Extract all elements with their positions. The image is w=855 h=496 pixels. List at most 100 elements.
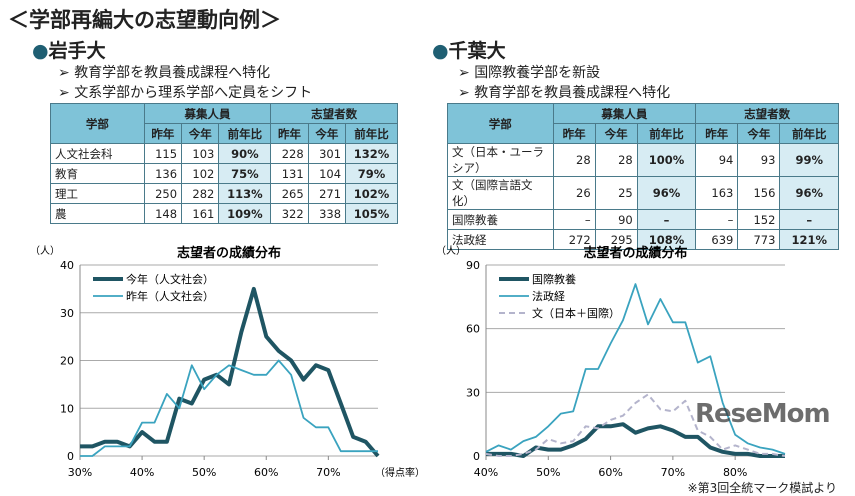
bullet-text: 国際教養学部を新設 xyxy=(474,65,601,81)
value-cell: – xyxy=(552,209,596,230)
ratio-cell: 108% xyxy=(636,229,697,250)
series-line-1 xyxy=(80,359,378,457)
value-cell: 639 xyxy=(695,229,739,250)
value-cell: 102 xyxy=(181,163,220,184)
chart-title: 志望者の成績分布 xyxy=(177,245,281,261)
ratio-cell: – xyxy=(779,209,839,230)
header-last-year: 昨年 xyxy=(143,123,183,144)
header-dept: 学部 xyxy=(447,103,554,144)
ratio-cell: 105% xyxy=(345,203,398,224)
header-dept: 学部 xyxy=(50,103,145,144)
table-row: 理工 250 282 113% 265 271 102% xyxy=(50,183,398,204)
resemom-logo: ReseMom xyxy=(695,399,831,429)
ratio-cell: 113% xyxy=(218,183,272,204)
legend-label-2: 文（日本＋国際） xyxy=(532,306,620,320)
header-ratio: 前年比 xyxy=(779,123,839,144)
x-tick-label: 50% xyxy=(192,466,216,479)
header-row: 学部 募集人員 志望者数 xyxy=(50,103,398,144)
ratio-cell: 100% xyxy=(636,143,697,177)
value-cell: 103 xyxy=(181,143,220,164)
header-row: 学部 募集人員 志望者数 xyxy=(447,103,839,144)
x-tick-label: 40% xyxy=(130,466,154,479)
value-cell: 338 xyxy=(307,203,347,224)
value-cell: 156 xyxy=(737,176,781,210)
value-cell: 161 xyxy=(181,203,220,224)
iwate-score-chart: 志望者の成績分布 （人） 0 10 20 30 40 30% 40% 50% 60% 70% （得点率）… xyxy=(30,245,425,479)
value-cell: 104 xyxy=(307,163,347,184)
chiba-score-chart: 志望者の成績分布 （人） 0 30 60 90 40% 50% 60% 70% 80% 国際教養法政経… xyxy=(436,245,786,479)
legend-label-0: 今年（人文社会） xyxy=(126,272,214,286)
dept-cell: 文（国際言語文化） xyxy=(447,176,554,210)
header-this-year: 今年 xyxy=(181,123,220,144)
x-axis-label: （得点率） xyxy=(375,466,425,479)
table-row: 人文社会科 115 103 90% 228 301 132% xyxy=(50,143,398,164)
footnote: ※第3回全統マーク模試より xyxy=(687,481,837,495)
x-tick-label: 80% xyxy=(723,466,747,479)
y-tick-label: 40 xyxy=(60,259,74,272)
header-ratio: 前年比 xyxy=(345,123,398,144)
y-axis-unit: （人） xyxy=(436,245,466,257)
ratio-cell: 96% xyxy=(636,176,697,210)
x-tick-label: 60% xyxy=(254,466,278,479)
header-last-year: 昨年 xyxy=(695,123,739,144)
header-ratio: 前年比 xyxy=(218,123,272,144)
header-last-year: 昨年 xyxy=(270,123,309,144)
value-cell: 28 xyxy=(552,143,596,177)
header-this-year: 今年 xyxy=(737,123,781,144)
ratio-cell: 109% xyxy=(218,203,272,224)
x-tick-label: 40% xyxy=(474,466,498,479)
value-cell: 163 xyxy=(695,176,739,210)
value-cell: 26 xyxy=(552,176,596,210)
ratio-cell: 90% xyxy=(218,143,272,164)
ratio-cell: 96% xyxy=(779,176,839,210)
y-tick-label: 0 xyxy=(67,450,74,463)
dept-cell: 人文社会科 xyxy=(50,143,145,164)
dept-cell: 文（日本・ユーラシア） xyxy=(447,143,554,177)
x-tick-label: 70% xyxy=(316,466,340,479)
header-group1: 募集人員 xyxy=(552,103,697,124)
value-cell: 93 xyxy=(737,143,781,177)
bullet-item: ➢ 教育学部を教員養成課程へ特化 xyxy=(458,85,671,101)
x-tick-label: 30% xyxy=(68,466,92,479)
ratio-cell: 99% xyxy=(779,143,839,177)
table-row: 文（日本・ユーラシア） 28 28 100% 94 93 99% xyxy=(447,143,839,177)
ratio-cell: 132% xyxy=(345,143,398,164)
value-cell: 295 xyxy=(594,229,638,250)
value-cell: 25 xyxy=(594,176,638,210)
university-heading-iwate: ●岩手大 xyxy=(32,36,106,63)
value-cell: 115 xyxy=(143,143,183,164)
series-line-0 xyxy=(80,286,380,458)
header-group1: 募集人員 xyxy=(143,103,272,124)
bullet-text: 教育学部を教員養成課程へ特化 xyxy=(474,85,671,101)
y-tick-label: 0 xyxy=(473,450,480,463)
legend-label-1: 昨年（人文社会） xyxy=(126,289,214,303)
header-group2: 志望者数 xyxy=(695,103,839,124)
value-cell: 773 xyxy=(737,229,781,250)
y-axis-unit: （人） xyxy=(30,245,60,257)
dept-cell: 農 xyxy=(50,203,145,224)
value-cell: 265 xyxy=(270,183,309,204)
bullet-item: ➢ 文系学部から理系学部へ定員をシフト xyxy=(58,85,313,101)
y-tick-label: 90 xyxy=(466,259,480,272)
table-row: 文（国際言語文化） 26 25 96% 163 156 96% xyxy=(447,176,839,210)
bullet-item: ➢ 教育学部を教員養成課程へ特化 xyxy=(58,65,271,81)
value-cell: 148 xyxy=(143,203,183,224)
value-cell: 301 xyxy=(307,143,347,164)
y-tick-label: 30 xyxy=(60,307,74,320)
table-row: 国際教養 –90– –152– xyxy=(447,209,839,230)
chart-title: 志望者の成績分布 xyxy=(583,245,687,261)
value-cell: 136 xyxy=(143,163,183,184)
header-this-year: 今年 xyxy=(307,123,347,144)
series-line-1 xyxy=(485,283,786,455)
y-tick-label: 10 xyxy=(60,402,74,415)
series-line-0 xyxy=(486,422,785,458)
header-group2: 志望者数 xyxy=(270,103,398,124)
legend-label-0: 国際教養 xyxy=(532,272,576,286)
subheader-row: 昨年 今年 前年比 昨年 今年 前年比 xyxy=(51,123,398,144)
value-cell: – xyxy=(695,209,739,230)
y-tick-label: 20 xyxy=(60,355,74,368)
bullet-text: 教育学部を教員養成課程へ特化 xyxy=(74,65,271,81)
value-cell: 228 xyxy=(270,143,309,164)
university-name: 岩手大 xyxy=(48,40,106,62)
value-cell: 271 xyxy=(307,183,347,204)
